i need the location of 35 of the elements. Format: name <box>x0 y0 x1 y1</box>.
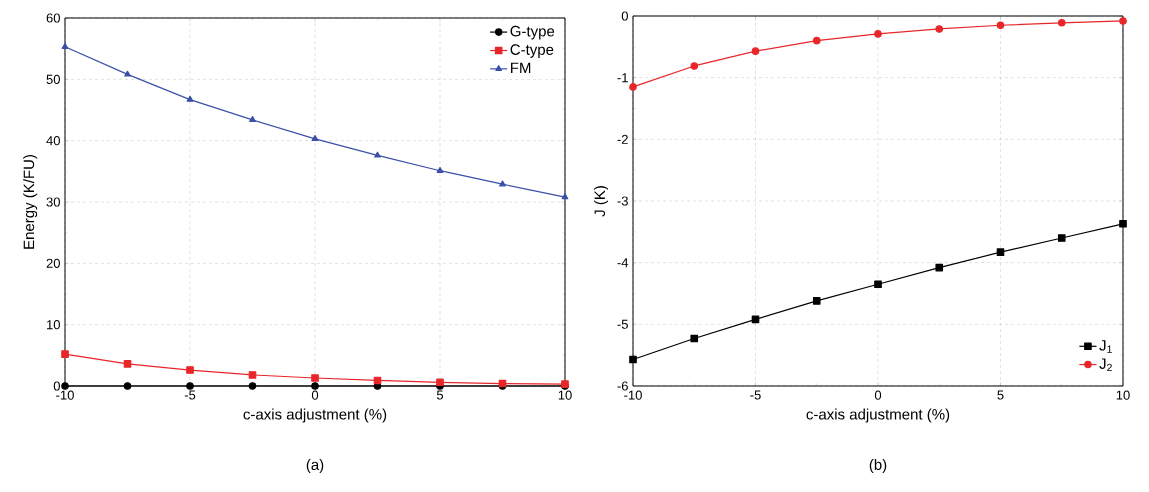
y-tick-label: -5 <box>617 319 628 329</box>
x-axis-title: c-axis adjustment (%) <box>806 408 950 423</box>
legend-label: J$_{2}$ <box>1099 358 1112 372</box>
x-tick-label: 0 <box>874 390 882 400</box>
legend-label: FM <box>511 62 531 74</box>
x-tick-label: 0 <box>311 390 319 400</box>
text: (b) <box>869 459 887 473</box>
x-tick-label: 5 <box>997 390 1004 400</box>
y-tick-label: -3 <box>617 196 628 206</box>
x-tick-label: 10 <box>1116 390 1130 400</box>
y-tick-label: 20 <box>46 258 60 268</box>
legend-label: J$_{1}$ <box>1099 340 1112 353</box>
y-tick-label: 10 <box>47 320 60 330</box>
y-tick-label: 0 <box>621 11 628 21</box>
x-tick-label: 10 <box>558 390 572 400</box>
x-tick-label: -5 <box>750 390 761 400</box>
y-tick-label: 0 <box>53 381 60 391</box>
y-tick-label: 40 <box>46 136 60 146</box>
y-tick-label: 60 <box>46 13 60 23</box>
y-tick-label: -6 <box>617 381 628 391</box>
x-axis-title: c-axis adjustment (%) <box>243 408 387 423</box>
y-axis-title: Energy (K/FU) <box>23 155 38 249</box>
x-tick-label: -5 <box>184 390 196 400</box>
x-tick-label: 5 <box>436 390 444 400</box>
legend-label: G-type <box>510 25 555 40</box>
y-tick-label: 50 <box>46 74 60 84</box>
text: (a) <box>306 459 324 473</box>
y-tick-label: -1 <box>617 73 628 83</box>
x-tick-label: -10 <box>624 390 642 400</box>
y-tick-label: -2 <box>617 134 628 144</box>
x-tick-label: -10 <box>56 390 74 400</box>
legend-label: C-type <box>510 44 554 58</box>
y-tick-label: -4 <box>617 258 629 268</box>
y-tick-label: 30 <box>46 197 60 207</box>
y-axis-title: J (K) <box>594 186 609 217</box>
